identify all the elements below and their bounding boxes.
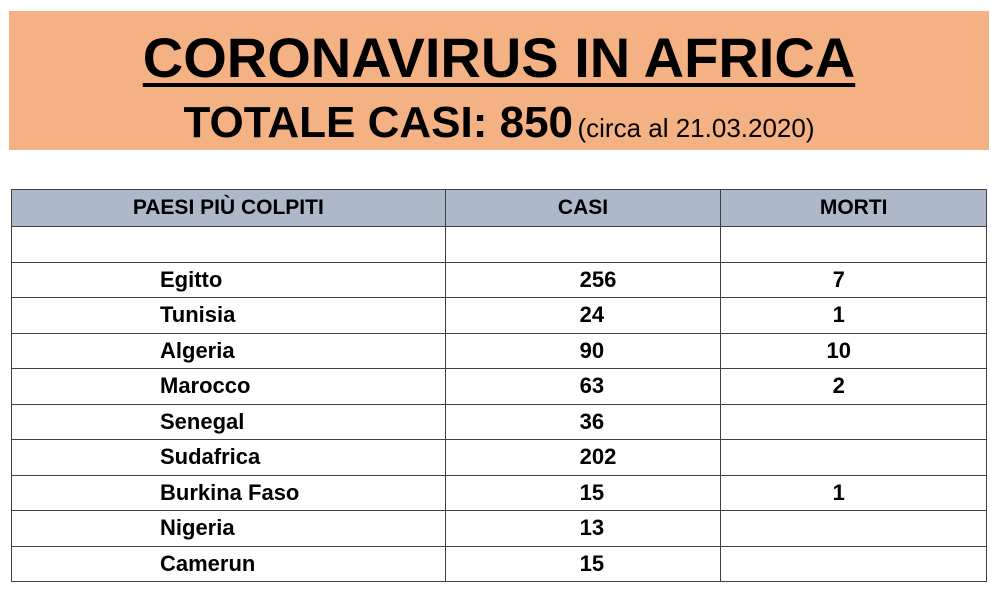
cases-cell: 36 xyxy=(444,403,722,440)
country-cell: Burkina Faso xyxy=(11,474,446,511)
date-note: (circa al 21.03.2020) xyxy=(577,113,815,143)
country-cell: Nigeria xyxy=(11,510,446,547)
table-row: Algeria 90 10 xyxy=(11,332,987,369)
cases-cell xyxy=(444,226,722,263)
deaths-cell xyxy=(720,510,987,547)
deaths-cell xyxy=(720,403,987,440)
table-row: Camerun 15 xyxy=(11,545,987,582)
table-row: Nigeria 13 xyxy=(11,510,987,547)
cases-cell: 15 xyxy=(444,545,722,582)
country-cell: Egitto xyxy=(11,261,446,298)
deaths-cell xyxy=(720,439,987,476)
table-row: Senegal 36 xyxy=(11,403,987,440)
cases-cell: 202 xyxy=(444,439,722,476)
cases-table: PAESI PIÙ COLPITI CASI MORTI Egitto 256 … xyxy=(11,189,987,582)
country-cell: Sudafrica xyxy=(11,439,446,476)
table-row: Marocco 63 2 xyxy=(11,368,987,405)
table-row: Tunisia 24 1 xyxy=(11,297,987,334)
cases-cell: 63 xyxy=(444,368,722,405)
title-banner: CORONAVIRUS IN AFRICA TOTALE CASI: 850 (… xyxy=(9,11,989,150)
total-cases-line: TOTALE CASI: 850 (circa al 21.03.2020) xyxy=(9,99,989,157)
table-row: Burkina Faso 15 1 xyxy=(11,474,987,511)
table-header-row: PAESI PIÙ COLPITI CASI MORTI xyxy=(11,189,987,227)
column-header-cases: CASI xyxy=(444,189,722,227)
deaths-cell: 2 xyxy=(720,368,987,405)
table-row xyxy=(11,226,987,263)
column-header-deaths: MORTI xyxy=(720,189,987,227)
deaths-cell: 7 xyxy=(720,261,987,298)
deaths-cell: 10 xyxy=(720,332,987,369)
country-cell xyxy=(11,226,446,263)
table-row: Sudafrica 202 xyxy=(11,439,987,476)
total-cases-label: TOTALE CASI: 850 xyxy=(183,98,574,147)
country-cell: Algeria xyxy=(11,332,446,369)
deaths-cell xyxy=(720,226,987,263)
column-header-country: PAESI PIÙ COLPITI xyxy=(11,189,446,227)
country-cell: Senegal xyxy=(11,403,446,440)
deaths-cell: 1 xyxy=(720,474,987,511)
cases-cell: 24 xyxy=(444,297,722,334)
country-cell: Marocco xyxy=(11,368,446,405)
cases-cell: 13 xyxy=(444,510,722,547)
table-row: Egitto 256 7 xyxy=(11,261,987,298)
cases-cell: 256 xyxy=(444,261,722,298)
cases-cell: 15 xyxy=(444,474,722,511)
deaths-cell: 1 xyxy=(720,297,987,334)
country-cell: Tunisia xyxy=(11,297,446,334)
cases-cell: 90 xyxy=(444,332,722,369)
deaths-cell xyxy=(720,545,987,582)
page-title: CORONAVIRUS IN AFRICA xyxy=(142,26,856,89)
country-cell: Camerun xyxy=(11,545,446,582)
